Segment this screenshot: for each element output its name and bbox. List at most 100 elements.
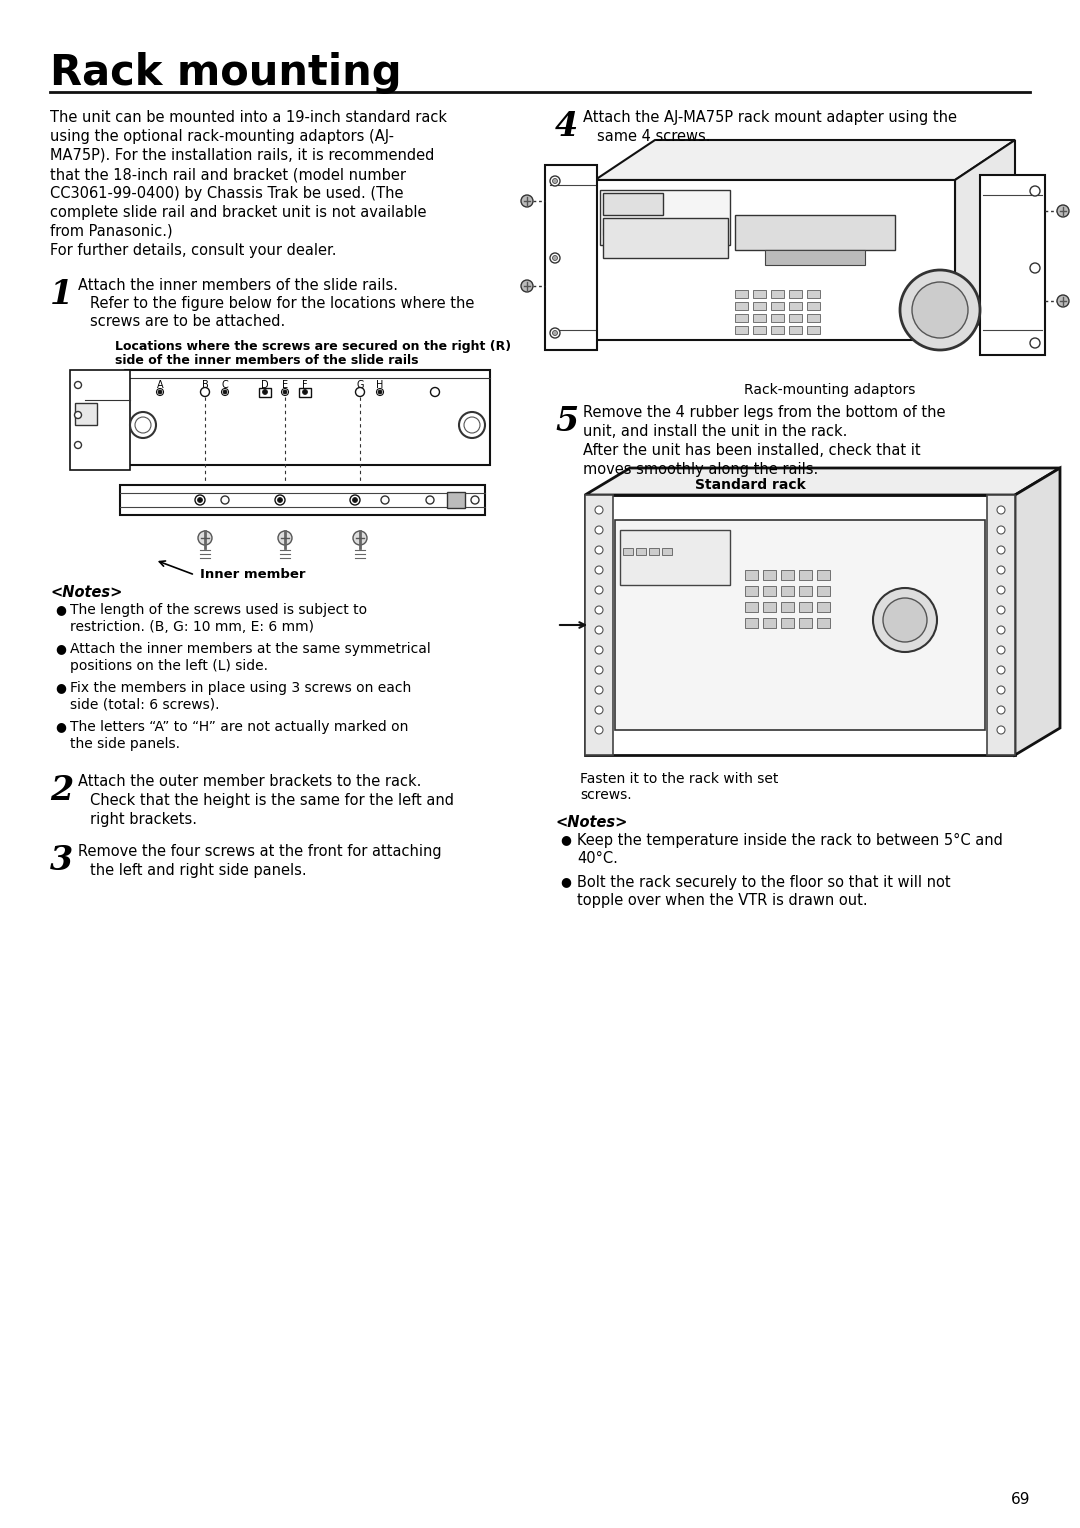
Circle shape <box>997 545 1005 555</box>
Text: that the 18-inch rail and bracket (model number: that the 18-inch rail and bracket (model… <box>50 167 406 182</box>
Text: Fix the members in place using 3 screws on each: Fix the members in place using 3 screws … <box>70 681 411 695</box>
Bar <box>799 587 812 596</box>
Circle shape <box>459 413 485 439</box>
Circle shape <box>221 497 229 504</box>
Bar <box>603 193 663 215</box>
Text: using the optional rack-mounting adaptors (AJ-: using the optional rack-mounting adaptor… <box>50 128 394 144</box>
Text: Rack mounting: Rack mounting <box>50 52 402 95</box>
Bar <box>447 492 465 507</box>
Text: the left and right side panels.: the left and right side panels. <box>90 863 307 879</box>
Circle shape <box>283 390 287 394</box>
Text: The unit can be mounted into a 19-inch standard rack: The unit can be mounted into a 19-inch s… <box>50 110 447 125</box>
Text: complete slide rail and bracket unit is not available: complete slide rail and bracket unit is … <box>50 205 427 220</box>
Text: ●: ● <box>561 833 571 847</box>
Bar <box>771 313 784 322</box>
Text: Locations where the screws are secured on the right (R): Locations where the screws are secured o… <box>114 341 511 353</box>
Circle shape <box>595 706 603 714</box>
Circle shape <box>595 565 603 575</box>
Circle shape <box>222 390 227 394</box>
Circle shape <box>1030 338 1040 348</box>
Bar <box>735 303 748 310</box>
Text: Attach the inner members at the same symmetrical: Attach the inner members at the same sym… <box>70 642 431 656</box>
Text: Fasten it to the rack with set: Fasten it to the rack with set <box>580 772 779 785</box>
Circle shape <box>130 413 156 439</box>
Circle shape <box>550 176 561 186</box>
Circle shape <box>997 686 1005 694</box>
Circle shape <box>275 495 285 504</box>
Text: positions on the left (L) side.: positions on the left (L) side. <box>70 659 268 672</box>
Bar <box>636 549 646 555</box>
Text: side of the inner members of the slide rails: side of the inner members of the slide r… <box>114 354 419 367</box>
Bar <box>771 325 784 335</box>
Circle shape <box>431 388 440 396</box>
Circle shape <box>900 270 980 350</box>
Text: B: B <box>202 380 208 390</box>
Text: The letters “A” to “H” are not actually marked on: The letters “A” to “H” are not actually … <box>70 720 408 733</box>
Bar <box>781 602 794 613</box>
Circle shape <box>75 411 81 419</box>
Circle shape <box>355 388 365 396</box>
Bar <box>600 189 730 244</box>
Circle shape <box>997 506 1005 513</box>
Bar <box>789 325 802 335</box>
Circle shape <box>595 506 603 513</box>
Bar <box>745 587 758 596</box>
Circle shape <box>595 626 603 634</box>
Bar <box>762 617 777 628</box>
Text: from Panasonic.): from Panasonic.) <box>50 225 173 238</box>
Bar <box>603 219 728 258</box>
Text: Attach the inner members of the slide rails.: Attach the inner members of the slide ra… <box>78 278 399 293</box>
Text: G: G <box>356 380 364 390</box>
Bar <box>620 530 730 585</box>
Circle shape <box>553 179 557 183</box>
Text: For further details, consult your dealer.: For further details, consult your dealer… <box>50 243 337 258</box>
Bar <box>125 370 490 465</box>
Bar <box>649 549 659 555</box>
Circle shape <box>595 686 603 694</box>
Bar <box>75 403 97 425</box>
Text: ●: ● <box>561 876 571 888</box>
Circle shape <box>595 587 603 594</box>
Text: Attach the outer member brackets to the rack.: Attach the outer member brackets to the … <box>78 775 421 788</box>
Bar <box>753 303 766 310</box>
Circle shape <box>278 498 283 503</box>
Circle shape <box>262 390 268 394</box>
Bar <box>735 290 748 298</box>
Text: ●: ● <box>55 720 66 733</box>
Circle shape <box>1057 295 1069 307</box>
Text: screws.: screws. <box>580 788 632 802</box>
Circle shape <box>595 726 603 733</box>
Circle shape <box>350 495 360 504</box>
Bar <box>816 587 831 596</box>
Circle shape <box>157 388 163 396</box>
Bar <box>789 303 802 310</box>
Text: CC3061-99-0400) by Chassis Trak be used. (The: CC3061-99-0400) by Chassis Trak be used.… <box>50 186 404 202</box>
Bar <box>807 303 820 310</box>
Text: Attach the AJ-MA75P rack mount adapter using the: Attach the AJ-MA75P rack mount adapter u… <box>583 110 957 125</box>
Circle shape <box>381 497 389 504</box>
Polygon shape <box>1015 468 1059 755</box>
Bar <box>595 180 955 341</box>
Circle shape <box>912 283 968 338</box>
Circle shape <box>595 666 603 674</box>
Text: 69: 69 <box>1011 1491 1030 1507</box>
Text: Remove the 4 rubber legs from the bottom of the: Remove the 4 rubber legs from the bottom… <box>583 405 945 420</box>
Circle shape <box>553 255 557 260</box>
Bar <box>816 617 831 628</box>
Text: Refer to the figure below for the locations where the: Refer to the figure below for the locati… <box>90 296 474 312</box>
Bar <box>807 290 820 298</box>
Text: right brackets.: right brackets. <box>90 811 197 827</box>
Bar <box>816 602 831 613</box>
Bar <box>799 570 812 581</box>
Circle shape <box>553 330 557 336</box>
Text: ●: ● <box>55 681 66 694</box>
Circle shape <box>135 417 151 432</box>
Bar <box>735 325 748 335</box>
Bar <box>771 290 784 298</box>
Text: unit, and install the unit in the rack.: unit, and install the unit in the rack. <box>583 423 848 439</box>
Text: ●: ● <box>55 642 66 656</box>
Text: The length of the screws used is subject to: The length of the screws used is subject… <box>70 604 367 617</box>
Bar <box>745 617 758 628</box>
Circle shape <box>997 706 1005 714</box>
Text: same 4 screws.: same 4 screws. <box>597 128 711 144</box>
